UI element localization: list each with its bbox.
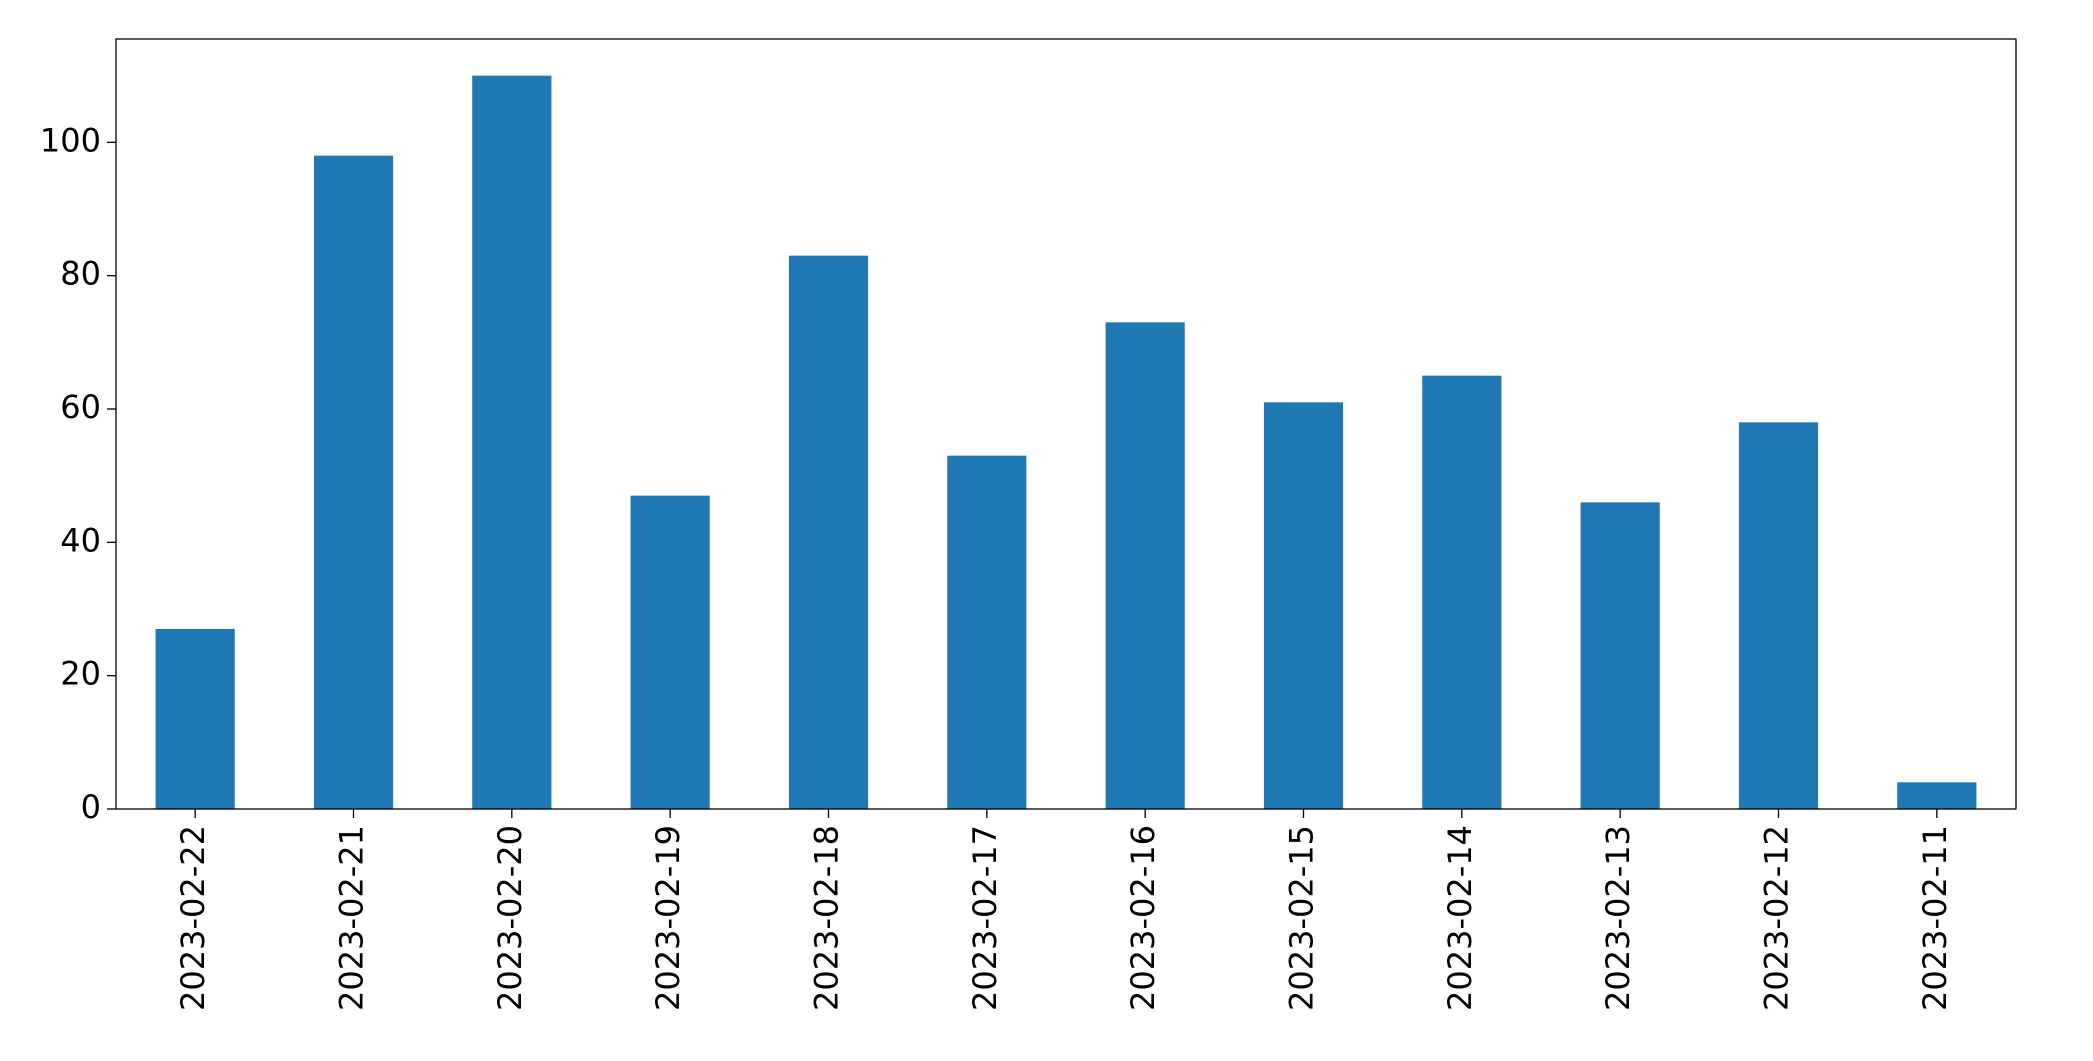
x-tick-label: 2023-02-12 xyxy=(1758,825,1796,1011)
y-tick-label: 60 xyxy=(60,388,101,426)
bar xyxy=(472,75,552,809)
x-tick-label: 2023-02-16 xyxy=(1124,825,1162,1011)
bar xyxy=(1580,502,1660,809)
bar xyxy=(1897,782,1977,809)
bar xyxy=(1422,375,1502,809)
x-tick-label: 2023-02-11 xyxy=(1916,825,1954,1011)
bar xyxy=(1263,402,1344,809)
x-tick-label: 2023-02-22 xyxy=(174,825,212,1011)
bar xyxy=(947,455,1027,809)
bar xyxy=(630,495,710,809)
bar xyxy=(313,155,394,809)
x-tick-label: 2023-02-13 xyxy=(1599,825,1637,1011)
bar xyxy=(155,629,235,809)
x-tick-label: 2023-02-19 xyxy=(649,825,687,1011)
plot-frame xyxy=(115,38,2017,810)
y-tick-label: 80 xyxy=(60,255,101,293)
x-tick-label: 2023-02-20 xyxy=(491,825,529,1011)
bar xyxy=(1738,422,1819,809)
x-tick-label: 2023-02-14 xyxy=(1441,825,1479,1011)
x-tick-label: 2023-02-21 xyxy=(333,825,371,1011)
bar xyxy=(788,255,869,809)
y-tick-label: 0 xyxy=(81,788,101,826)
y-tick-label: 100 xyxy=(40,121,101,159)
x-tick-label: 2023-02-18 xyxy=(808,825,846,1011)
y-tick-label: 40 xyxy=(60,521,101,559)
y-tick-label: 20 xyxy=(60,655,101,693)
bar xyxy=(1105,322,1185,809)
x-tick-label: 2023-02-15 xyxy=(1283,825,1321,1011)
x-tick-label: 2023-02-17 xyxy=(966,825,1004,1011)
